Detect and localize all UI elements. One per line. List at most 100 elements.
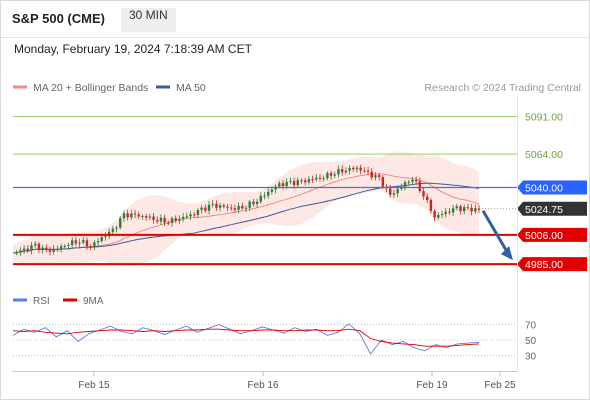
symbol-title: S&P 500 (CME) [12, 11, 105, 26]
candle-body [144, 216, 148, 218]
candle-body [429, 199, 433, 212]
candle-body [74, 240, 78, 244]
rsi-ma-legend-label: 9MA [83, 296, 104, 307]
candle-body [93, 242, 96, 248]
candle-body [411, 179, 414, 182]
pivot-label: 5040.00 [525, 183, 563, 195]
candle-body [100, 237, 103, 241]
candle-body [126, 213, 129, 218]
candle-body [470, 207, 473, 212]
candle-body [392, 193, 396, 195]
x-axis: Feb 15 Feb 16 Feb 19 Feb 25 [78, 371, 516, 391]
candle-body [322, 178, 325, 180]
candle-body [337, 169, 340, 175]
candle-body [137, 214, 140, 217]
candle-body [329, 173, 333, 176]
candle-body [230, 207, 233, 209]
candle-body [111, 228, 115, 232]
ma50-legend-label: MA 50 [176, 82, 206, 94]
candle-body [459, 206, 462, 212]
candle-body [67, 245, 70, 247]
candle-body [204, 207, 207, 211]
timestamp: Monday, February 19, 2024 7:18:39 AM CET [14, 42, 252, 56]
candle-body [403, 182, 407, 187]
candle-body [45, 247, 48, 251]
candle-body [389, 188, 392, 195]
rsi-tick-label: 50 [525, 336, 537, 347]
candle-body [133, 213, 137, 215]
rsi-legend-label: RSI [33, 296, 50, 307]
candle-body [407, 181, 410, 183]
candle-body [248, 201, 251, 208]
candle-body [377, 175, 381, 178]
candle-body [222, 205, 226, 207]
forecast-arrow-head [501, 246, 513, 261]
candle-body [178, 218, 181, 221]
candle-body [119, 218, 122, 228]
timeframe-button[interactable]: 30 MIN [121, 8, 176, 32]
candle-body [48, 250, 52, 252]
candle-body [259, 195, 262, 202]
candle-body [174, 218, 177, 221]
candle-body [56, 248, 59, 250]
rsi-line [12, 323, 480, 355]
support-label: 5006.00 [525, 230, 563, 242]
x-tick-label: Feb 19 [416, 380, 448, 391]
candle-body [311, 179, 314, 181]
candle-body [426, 196, 429, 200]
candle-body [181, 216, 185, 219]
candle-body [89, 246, 92, 248]
candle-body [41, 247, 44, 251]
last-price-label: 5024.75 [525, 204, 563, 216]
candle-body [122, 213, 126, 219]
candle-body [37, 243, 41, 251]
candle-body [215, 203, 218, 208]
candle-body [15, 252, 18, 254]
rsi-tick-label: 70 [525, 321, 537, 332]
candle-body [70, 240, 74, 246]
candle-body [85, 240, 89, 247]
candle-body [59, 246, 63, 250]
candle-body [185, 216, 189, 218]
candle-body [207, 204, 211, 211]
support-label: 4985.00 [525, 259, 563, 271]
candle-body [433, 211, 436, 218]
candle-body [315, 177, 318, 180]
candle-body [263, 195, 266, 197]
candle-body [289, 181, 292, 183]
rsi-plot: 70 50 30 [12, 321, 537, 362]
candle-body [474, 208, 477, 212]
candle-body [270, 189, 274, 192]
resistance-label: 5091.00 [525, 111, 563, 123]
candle-body [148, 216, 152, 218]
candle-body [244, 207, 248, 209]
candle-body [218, 205, 222, 208]
candle-body [344, 170, 348, 173]
candle-body [444, 211, 447, 215]
candle-body [196, 210, 200, 215]
candle-body [252, 201, 255, 205]
candle-body [363, 170, 366, 172]
candle-body [366, 170, 370, 172]
candle-body [418, 181, 422, 192]
candle-body [104, 236, 107, 238]
candle-body [355, 167, 359, 170]
candle-body [233, 208, 237, 210]
key-levels: 5091.00 5064.00 5040.00 5006.00 4985.00 5024.… [13, 111, 587, 272]
rsi-tick-label: 30 [525, 351, 537, 362]
candle-body [374, 175, 377, 178]
candle-body [167, 222, 170, 224]
candle-body [437, 214, 440, 218]
candle-body [26, 248, 29, 251]
candle-body [352, 167, 355, 170]
candle-body [237, 205, 240, 210]
support-tag [517, 227, 587, 242]
candle-body [281, 183, 285, 187]
candle-body [348, 167, 351, 171]
forecast-arrow-shaft [481, 209, 511, 256]
candle-body [255, 201, 259, 205]
pivot-tag [517, 180, 587, 195]
candle-body [455, 206, 459, 209]
